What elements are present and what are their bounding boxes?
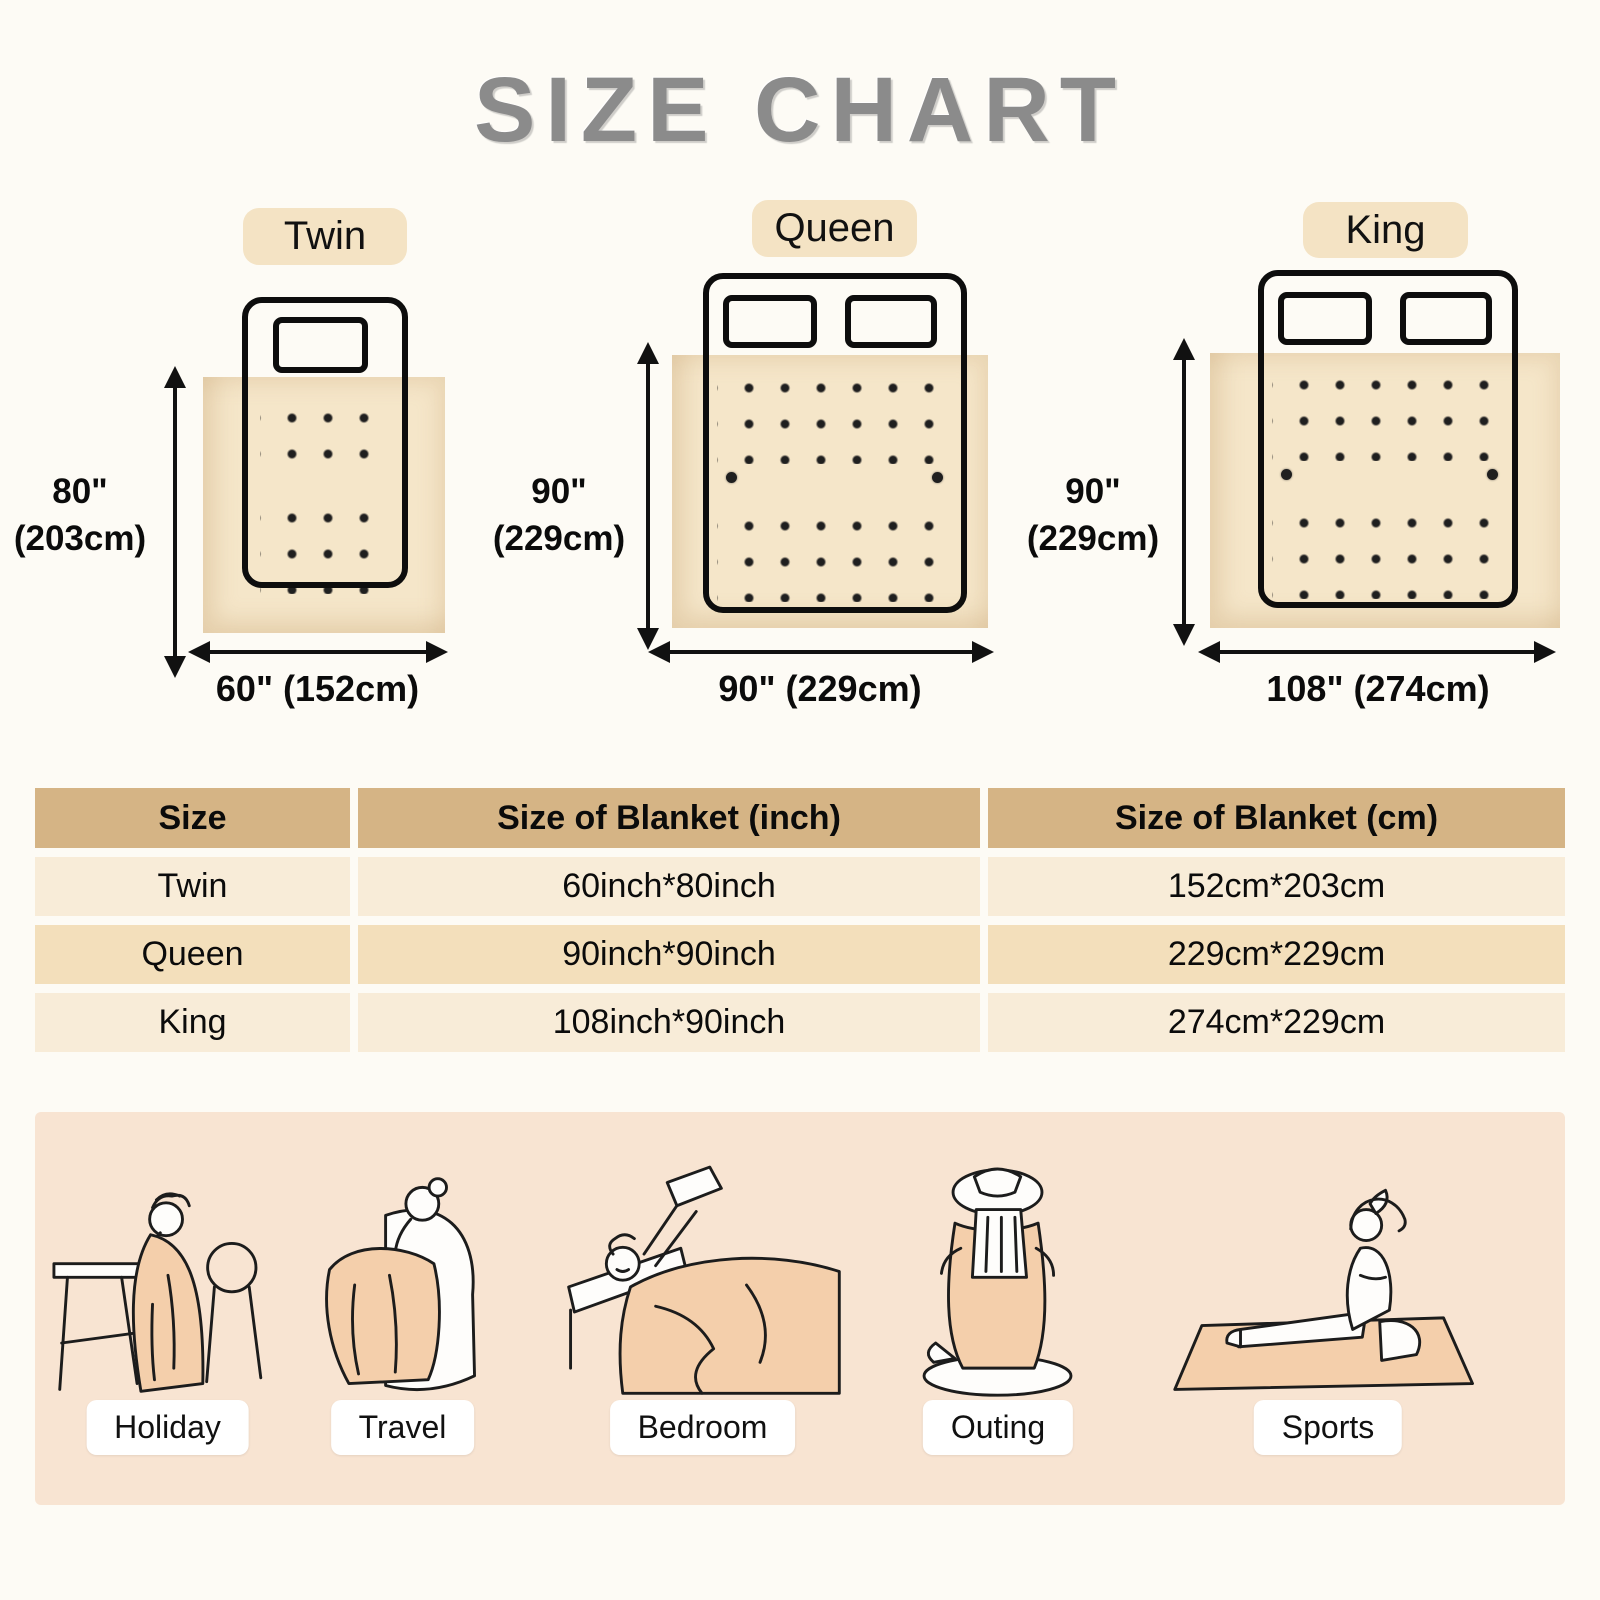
- scene-label-holiday: Holiday: [86, 1400, 249, 1455]
- king-size-label: King: [1345, 207, 1426, 252]
- queen-pillow-left: [723, 295, 817, 348]
- twin-width-arrow: [208, 650, 428, 654]
- king-width-label: 108" (274cm): [1266, 668, 1490, 709]
- queen-blanket-dots-top: [717, 358, 949, 464]
- scene-holiday: Holiday: [45, 1112, 290, 1505]
- king-height-arrow: [1182, 358, 1186, 626]
- twin-size-badge: Twin: [243, 208, 407, 265]
- table-row-king-size: King: [35, 993, 350, 1052]
- table-row-queen-cm: 229cm*229cm: [988, 925, 1565, 984]
- size-table: Size Size of Blanket (inch) Size of Blan…: [35, 788, 1565, 1052]
- table-row-twin-cm: 152cm*203cm: [988, 857, 1565, 916]
- queen-blanket-dot-right: [932, 472, 943, 483]
- page-title: SIZE CHART: [474, 59, 1126, 161]
- twin-width-label: 60" (152cm): [215, 668, 420, 709]
- king-width-arrow: [1218, 650, 1536, 654]
- twin-height-inches: 80": [52, 472, 108, 511]
- scene-label-outing: Outing: [922, 1400, 1074, 1455]
- twin-pillow: [273, 317, 368, 373]
- scene-bedroom: Bedroom: [555, 1112, 850, 1505]
- queen-blanket-dot-left: [726, 472, 737, 483]
- table-row-king-cm: 274cm*229cm: [988, 993, 1565, 1052]
- table-row-twin-inch: 60inch*80inch: [358, 857, 980, 916]
- size-table-header-inch: Size of Blanket (inch): [358, 788, 980, 848]
- usage-scenes-panel: Holiday Travel: [35, 1112, 1565, 1505]
- queen-width-arrow: [668, 650, 974, 654]
- size-table-header-size: Size: [35, 788, 350, 848]
- king-blanket-dots-top: [1272, 355, 1504, 461]
- scene-outing: Outing: [873, 1112, 1123, 1505]
- scene-label-travel: Travel: [330, 1400, 475, 1455]
- queen-size-label: Queen: [774, 206, 895, 250]
- king-blanket-dot-right: [1487, 469, 1498, 480]
- twin-height-label: 80" (203cm): [5, 468, 155, 563]
- holiday-illustration: [51, 1192, 262, 1393]
- queen-pillow-right: [845, 295, 937, 348]
- queen-width-label: 90" (229cm): [718, 668, 922, 709]
- twin-blanket-dots-bottom: [260, 488, 392, 594]
- twin-size-label: Twin: [283, 214, 367, 258]
- sports-illustration: [1173, 1188, 1474, 1391]
- queen-height-arrow: [646, 362, 650, 630]
- queen-height-label: 90" (229cm): [478, 468, 640, 563]
- king-height-inches: 90": [1065, 472, 1121, 511]
- table-row-queen-inch: 90inch*90inch: [358, 925, 980, 984]
- king-bed-outline: [1258, 270, 1518, 608]
- twin-height-arrow: [173, 386, 177, 658]
- twin-bed-outline: [242, 297, 408, 588]
- bedroom-illustration: [566, 1165, 841, 1395]
- table-row-king-inch: 108inch*90inch: [358, 993, 980, 1052]
- king-pillow-left: [1278, 292, 1372, 345]
- king-pillow-right: [1400, 292, 1492, 345]
- scene-label-bedroom: Bedroom: [609, 1400, 796, 1455]
- queen-size-badge: Queen: [752, 200, 917, 257]
- king-blanket-dots-bottom: [1272, 493, 1504, 599]
- king-blanket-dot-left: [1281, 469, 1292, 480]
- queen-bed-outline: [703, 273, 967, 613]
- size-table-header-cm: Size of Blanket (cm): [988, 788, 1565, 848]
- twin-blanket-dots-top: [260, 388, 392, 462]
- queen-height-cm: (229cm): [492, 519, 626, 559]
- king-height-cm: (229cm): [1026, 519, 1160, 559]
- twin-height-cm: (203cm): [13, 519, 147, 559]
- scene-label-sports: Sports: [1253, 1400, 1403, 1455]
- table-row-twin-size: Twin: [35, 857, 350, 916]
- scene-travel: Travel: [290, 1112, 515, 1505]
- travel-illustration: [324, 1177, 476, 1392]
- scene-sports: Sports: [1153, 1112, 1503, 1505]
- queen-blanket-dots-bottom: [717, 496, 949, 602]
- outing-illustration: [922, 1167, 1073, 1397]
- queen-height-inches: 90": [531, 472, 587, 511]
- table-row-queen-size: Queen: [35, 925, 350, 984]
- king-size-badge: King: [1303, 202, 1468, 258]
- king-height-label: 90" (229cm): [1012, 468, 1174, 563]
